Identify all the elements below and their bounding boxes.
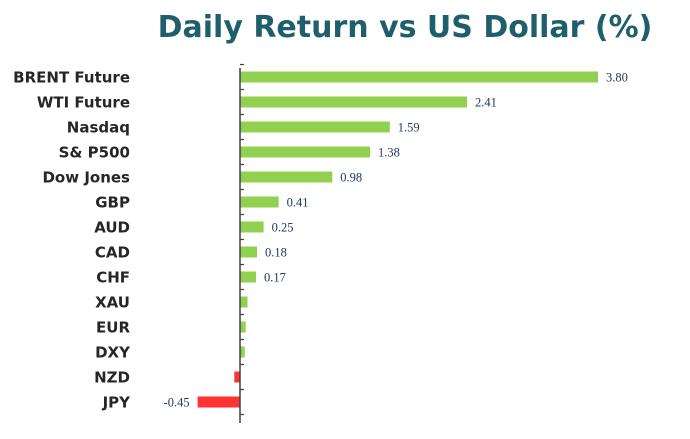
value-label-dow-jones: 0.98 [340,171,362,185]
bar-s-p500 [240,146,370,158]
y-axis [239,63,244,423]
value-label-s-p500: 1.38 [378,146,400,160]
category-label-nzd: NZD [94,369,130,387]
bar-xau [240,296,248,308]
category-label-gbp: GBP [95,194,130,212]
value-label-jpy: -0.45 [164,396,190,410]
bar-chf [240,271,256,283]
category-label-s-p500: S& P500 [59,144,130,162]
bar-nzd [234,371,240,383]
category-label-cad: CAD [95,244,130,262]
bar-jpy [197,396,240,408]
bars-group [197,71,598,408]
category-label-jpy: JPY [102,394,132,412]
value-label-chf: 0.17 [264,271,286,285]
category-label-wti-future: WTI Future [37,94,130,112]
value-label-wti-future: 2.41 [475,96,497,110]
bar-dxy [240,346,245,358]
bar-cad [240,246,257,258]
category-label-brent-future: BRENT Future [13,69,130,87]
bar-eur [240,321,246,333]
bar-nasdaq [240,121,390,133]
bar-gbp [240,196,279,208]
bar-aud [240,221,264,233]
bar-wti-future [240,96,467,108]
value-label-cad: 0.18 [265,246,287,260]
bar-brent-future [240,71,598,83]
category-label-xau: XAU [95,294,130,312]
bar-dow-jones [240,171,333,183]
category-label-eur: EUR [96,319,130,337]
category-label-chf: CHF [96,269,130,287]
category-label-aud: AUD [94,219,130,237]
category-label-dow-jones: Dow Jones [42,169,130,187]
value-label-brent-future: 3.80 [606,71,628,85]
value-label-nasdaq: 1.59 [398,121,420,135]
value-label-aud: 0.25 [272,221,294,235]
category-label-nasdaq: Nasdaq [67,119,130,137]
value-label-gbp: 0.41 [287,196,309,210]
category-label-dxy: DXY [95,344,131,362]
chart-title: Daily Return vs US Dollar (%) [158,10,653,45]
category-labels: BRENT Future 3.80 WTI Future 2.41 Nasdaq 1.59… [13,69,628,412]
